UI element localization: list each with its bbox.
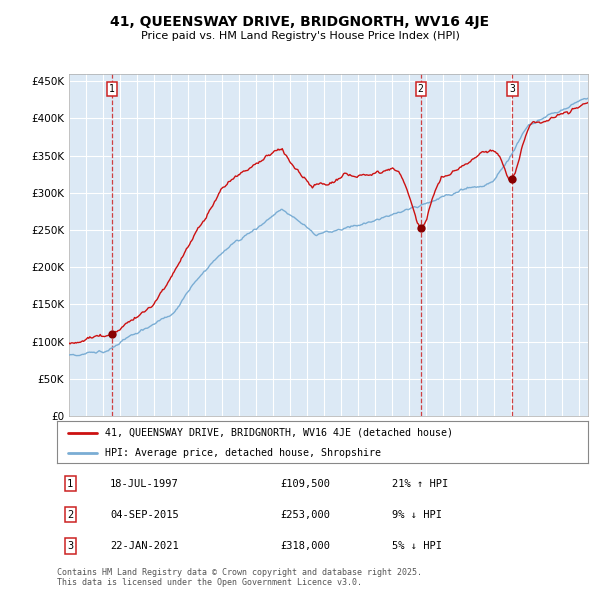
Text: 41, QUEENSWAY DRIVE, BRIDGNORTH, WV16 4JE: 41, QUEENSWAY DRIVE, BRIDGNORTH, WV16 4J… xyxy=(110,15,490,29)
Text: 41, QUEENSWAY DRIVE, BRIDGNORTH, WV16 4JE (detached house): 41, QUEENSWAY DRIVE, BRIDGNORTH, WV16 4J… xyxy=(105,428,453,438)
Text: £253,000: £253,000 xyxy=(280,510,330,520)
Text: £109,500: £109,500 xyxy=(280,478,330,489)
Text: 2: 2 xyxy=(418,84,424,94)
Text: 22-JAN-2021: 22-JAN-2021 xyxy=(110,541,179,551)
Text: 1: 1 xyxy=(109,84,115,94)
Text: 1: 1 xyxy=(67,478,73,489)
Text: 18-JUL-1997: 18-JUL-1997 xyxy=(110,478,179,489)
Text: £318,000: £318,000 xyxy=(280,541,330,551)
Text: Price paid vs. HM Land Registry's House Price Index (HPI): Price paid vs. HM Land Registry's House … xyxy=(140,31,460,41)
Text: Contains HM Land Registry data © Crown copyright and database right 2025.
This d: Contains HM Land Registry data © Crown c… xyxy=(57,568,422,587)
Text: 3: 3 xyxy=(67,541,73,551)
Text: 5% ↓ HPI: 5% ↓ HPI xyxy=(392,541,442,551)
Text: 04-SEP-2015: 04-SEP-2015 xyxy=(110,510,179,520)
Text: HPI: Average price, detached house, Shropshire: HPI: Average price, detached house, Shro… xyxy=(105,448,381,457)
Text: 9% ↓ HPI: 9% ↓ HPI xyxy=(392,510,442,520)
Text: 2: 2 xyxy=(67,510,73,520)
Text: 21% ↑ HPI: 21% ↑ HPI xyxy=(392,478,448,489)
Text: 3: 3 xyxy=(509,84,515,94)
